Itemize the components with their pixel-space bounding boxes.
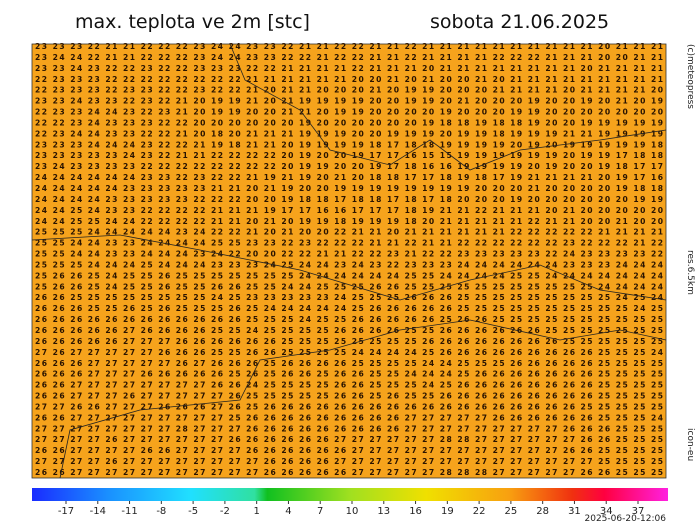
colorbar-label: -17	[58, 506, 74, 517]
colorbar-label: 31	[568, 506, 581, 517]
grid-row: 26 26 25 25 25 25 25 25 25 25 24 25 23 2…	[35, 293, 663, 302]
grid-row: 27 27 27 27 26 27 27 27 27 27 27 27 27 2…	[35, 457, 663, 466]
grid-row: 25 26 26 25 24 25 25 26 25 25 26 26 25 2…	[35, 282, 663, 291]
grid-row: 23 24 23 23 23 23 22 22 22 22 22 22 22 2…	[35, 162, 663, 171]
grid-row: 27 27 27 27 26 27 27 27 27 27 27 26 26 2…	[35, 435, 663, 444]
value-grid: 23 23 23 22 21 21 22 22 22 23 24 24 23 2…	[35, 42, 663, 477]
grid-row: 26 26 27 27 27 27 27 27 27 27 26 26 24 2…	[35, 381, 663, 390]
grid-row: 22 23 23 24 24 23 22 23 21 20 19 19 20 2…	[35, 108, 663, 117]
colorbar-label: 37	[632, 506, 645, 517]
grid-row: 26 26 26 27 27 27 27 27 26 27 26 26 26 2…	[35, 359, 663, 368]
colorbar-label: 13	[377, 506, 390, 517]
grid-row: 24 24 24 24 23 23 23 23 23 22 22 22 20 2…	[35, 195, 663, 204]
colorbar-label: 22	[473, 506, 486, 517]
colorbar	[32, 488, 668, 501]
grid-row: 26 26 26 27 27 27 26 26 26 26 26 25 26 2…	[35, 370, 663, 379]
grid-row: 26 26 26 25 25 26 25 26 25 25 25 26 25 2…	[35, 304, 663, 313]
model: icon-eu	[685, 428, 695, 461]
grid-row: 26 26 27 27 27 27 27 27 27 27 27 27 27 2…	[35, 468, 663, 477]
colorbar-label: 10	[346, 506, 359, 517]
grid-row: 26 26 26 26 26 27 27 27 26 26 26 26 26 2…	[35, 337, 663, 346]
colorbar-label: -8	[156, 506, 166, 517]
grid-row: 26 26 27 27 27 27 26 26 27 27 27 27 26 2…	[35, 446, 663, 455]
grid-row: 22 23 23 23 22 23 23 22 22 23 22 22 21 2…	[35, 86, 663, 95]
colorbar-ticks: -17 -14 -11 -8 -5 -2 1 4 7 10 13 16 19 22 25 28 31 34 37	[58, 501, 645, 517]
timestamp: 2025-06-20-12:06	[585, 514, 667, 524]
grid-row: 24 24 24 24 24 23 23 23 23 23 21 21 20 2…	[35, 184, 663, 193]
resolution: res.6.5km	[685, 250, 695, 295]
grid-row: 22 22 23 24 23 23 23 22 22 20 20 20 20 2…	[35, 118, 663, 127]
grid-row: 24 24 25 24 23 23 22 22 22 22 21 21 21 1…	[35, 206, 663, 215]
grid-row: 25 25 24 24 23 23 24 24 24 24 25 25 23 2…	[35, 239, 663, 248]
grid-row: 27 27 27 27 27 27 27 27 28 27 27 27 26 2…	[35, 424, 663, 433]
grid-row: 25 25 25 24 24 24 24 24 23 24 22 22 21 2…	[35, 228, 663, 237]
colorbar-label: 19	[441, 506, 454, 517]
grid-row: 23 23 23 23 23 24 23 22 21 21 22 22 22 2…	[35, 151, 663, 160]
grid-row: 23 23 24 23 23 22 23 22 21 20 19 19 21 2…	[35, 97, 663, 106]
title: max. teplota ve 2m [stc]	[75, 11, 310, 33]
colorbar-label: -14	[90, 506, 106, 517]
grid-row: 26 26 26 26 26 27 26 26 26 26 25 25 24 2…	[35, 326, 663, 335]
grid-row: 26 26 27 27 27 26 27 27 27 27 27 26 25 2…	[35, 392, 663, 401]
colorbar-label: 34	[600, 506, 613, 517]
grid-row: 23 23 23 24 24 24 23 22 22 21 19 18 21 2…	[35, 140, 663, 149]
border-line	[229, 43, 667, 171]
colorbar-label: 28	[536, 506, 549, 517]
colorbar-label: 16	[409, 506, 422, 517]
colorbar-label: 1	[253, 506, 259, 517]
colorbar-label: 25	[505, 506, 518, 517]
grid-row: 24 24 24 24 24 24 23 23 22 23 22 22 21 1…	[35, 173, 663, 182]
border-line	[31, 234, 667, 301]
grid-row: 23 23 24 23 22 22 23 22 22 23 23 23 22 2…	[35, 64, 663, 73]
grid-row: 27 27 26 26 27 27 27 26 26 26 27 26 25 2…	[35, 402, 663, 411]
grid-row: 24 24 25 25 24 24 22 22 22 22 21 21 20 2…	[35, 217, 663, 226]
colorbar-label: 4	[285, 506, 291, 517]
border-line	[59, 319, 667, 479]
grid-row: 25 25 25 24 24 24 25 24 24 24 23 23 23 2…	[35, 260, 663, 269]
colorbar-label: 7	[317, 506, 323, 517]
colorbar-label: -5	[188, 506, 198, 517]
colorbar-label: -2	[220, 506, 230, 517]
map-area	[31, 43, 667, 479]
grid-row: 23 24 24 22 21 21 22 22 22 23 24 24 23 2…	[35, 53, 663, 62]
date: sobota 21.06.2025	[430, 11, 609, 33]
grid-row: 22 23 23 23 22 22 22 22 22 22 22 22 21 2…	[35, 75, 663, 84]
grid-row: 22 23 24 24 23 23 22 22 21 20 18 20 21 2…	[35, 129, 663, 138]
grid-row: 26 26 27 27 27 27 27 27 27 27 27 25 26 2…	[35, 413, 663, 422]
grid-row: 27 26 27 27 27 27 27 26 26 26 25 25 26 2…	[35, 348, 663, 357]
colorbar-label: -11	[121, 506, 137, 517]
copyright: (c)meteopress	[685, 44, 695, 109]
grid-row: 26 26 26 26 26 26 26 26 26 26 26 26 25 2…	[35, 315, 663, 324]
grid-row: 23 23 23 22 21 21 22 22 22 23 24 24 23 2…	[35, 42, 663, 51]
grid-row: 25 26 26 25 24 25 25 26 25 25 25 25 25 2…	[35, 271, 663, 280]
grid-row: 25 25 24 24 23 23 24 24 24 23 24 22 20 2…	[35, 250, 663, 259]
